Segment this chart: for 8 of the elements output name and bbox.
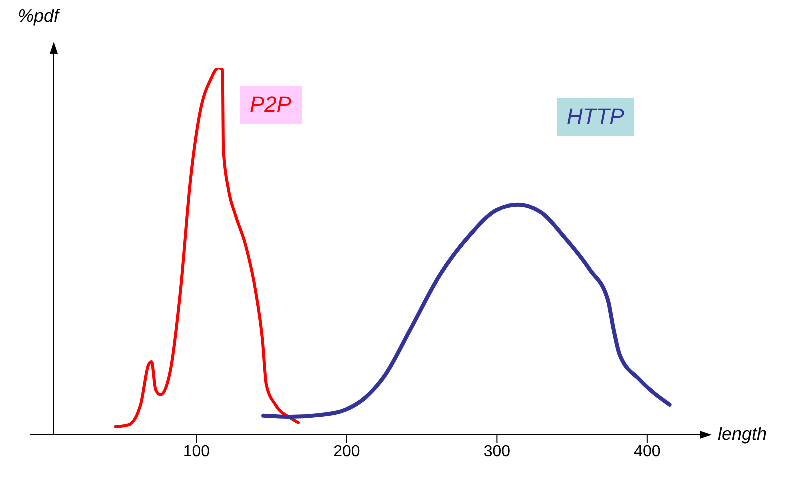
x-tick-label: 300 <box>484 443 511 460</box>
x-tick-label: 400 <box>634 443 661 460</box>
series-label: P2P <box>240 86 302 124</box>
x-tick-label: 200 <box>334 443 360 460</box>
x-tick-label: 100 <box>183 443 210 460</box>
y-axis-title: %pdf <box>18 6 60 27</box>
x-axis-title: length <box>718 424 768 445</box>
text: HTTP <box>557 98 634 136</box>
